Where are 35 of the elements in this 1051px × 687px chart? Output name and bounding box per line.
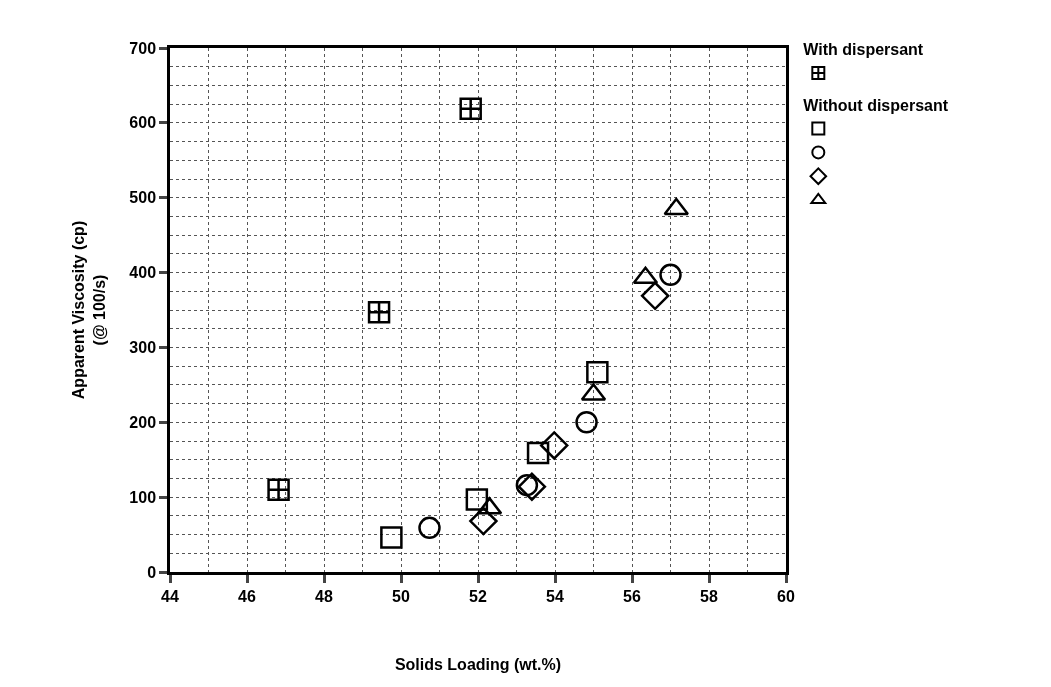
y-tick-label: 600 xyxy=(129,114,157,132)
x-tick-label: 46 xyxy=(238,587,256,605)
point xyxy=(367,301,391,324)
y-tick-label: 100 xyxy=(129,488,157,506)
y-tick-label: 400 xyxy=(129,264,157,282)
point xyxy=(418,516,441,540)
point xyxy=(586,360,609,384)
point xyxy=(380,526,403,549)
point xyxy=(539,431,569,460)
y-tick-label: 200 xyxy=(129,413,157,431)
legend-swatch-series: With dispersant xyxy=(803,41,924,59)
point xyxy=(459,97,482,120)
legend-swatch-series: Without dispersant xyxy=(803,97,949,114)
point xyxy=(526,441,550,465)
point xyxy=(465,488,489,511)
point xyxy=(267,478,290,501)
point xyxy=(469,506,498,536)
y-tick-label: 300 xyxy=(129,339,157,357)
x-axis-title: Solids Loading (wt.%) xyxy=(394,655,562,673)
x-tick-label: 56 xyxy=(623,587,641,605)
point xyxy=(517,472,547,501)
x-tick-label: 52 xyxy=(469,587,487,605)
x-tick-label: 60 xyxy=(777,587,795,605)
y-axis-title: Apparent Viscosity (cp) (@ 100/s) xyxy=(70,220,109,400)
x-tick-label: 58 xyxy=(700,587,718,605)
x-tick-label: 44 xyxy=(161,587,179,605)
x-tick-label: 54 xyxy=(546,587,564,605)
x-tick-label: 48 xyxy=(315,587,333,605)
point xyxy=(659,263,682,287)
point xyxy=(640,281,670,311)
y-tick-label: 0 xyxy=(147,563,157,581)
y-tick-label: 700 xyxy=(129,39,157,57)
point xyxy=(575,411,598,434)
x-tick-label: 50 xyxy=(392,587,410,605)
y-tick-label: 500 xyxy=(129,189,157,207)
